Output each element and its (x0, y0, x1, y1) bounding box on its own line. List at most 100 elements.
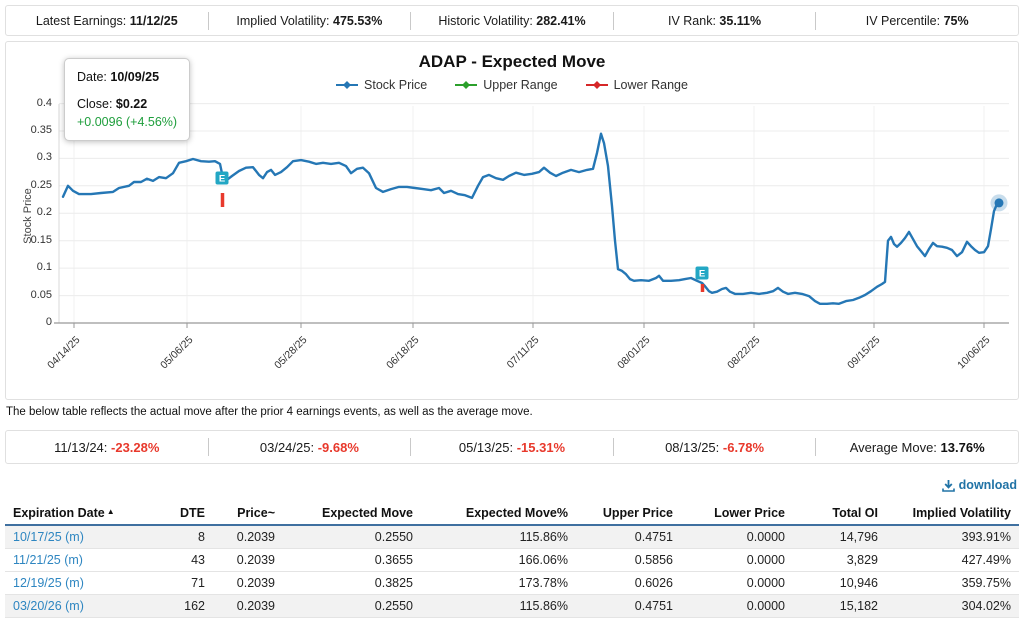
column-header[interactable]: DTE (155, 501, 213, 526)
sort-asc-icon: ▲ (106, 507, 115, 516)
legend-label: Stock Price (364, 78, 428, 92)
divider (410, 438, 412, 456)
column-header[interactable]: Expiration Date ▲ (5, 501, 155, 526)
earnings-move-cell: 11/13/24: -23.28% (6, 440, 208, 455)
earnings-move-cell: 08/13/25: -6.78% (614, 440, 816, 455)
tooltip-date-label: Date: (77, 70, 107, 84)
table-cell: 166.06% (421, 548, 576, 572)
table-cell: 0.4751 (576, 594, 681, 618)
table-cell: 173.78% (421, 571, 576, 595)
column-header-label: Lower Price (714, 506, 785, 520)
column-header[interactable]: Lower Price (681, 501, 793, 526)
stat-cell: IV Rank: 35.11% (614, 14, 816, 28)
table-cell: 0.2039 (213, 594, 283, 618)
table-cell: 8 (155, 525, 213, 549)
earnings-move-date: 03/24/25: (259, 439, 318, 455)
column-header[interactable]: Expected Move% (421, 501, 576, 526)
table-row: 10/17/25 (m) 8 0.2039 0.2550 115.86% 0.4751 0.… (5, 525, 1019, 549)
download-icon (941, 479, 955, 492)
table-cell: 0.0000 (681, 525, 793, 549)
column-header[interactable]: Upper Price (576, 501, 681, 526)
table-cell: 15,182 (793, 594, 886, 618)
earnings-move-date: 11/13/24: (54, 439, 112, 455)
expiration-cell: 11/21/25 (m) (5, 548, 155, 572)
column-header[interactable]: Total OI (793, 501, 886, 526)
legend-label: Lower Range (613, 78, 688, 92)
table-cell: 304.02% (886, 594, 1019, 618)
y-axis-tick-label: 0.2 (36, 206, 52, 219)
table-cell: 359.75% (886, 571, 1019, 595)
stats-bar: Latest Earnings: 11/12/25 Implied Volatil… (5, 5, 1019, 36)
table-cell: 71 (155, 571, 213, 595)
stat-value: 35.11% (719, 13, 762, 28)
column-header-label: Expiration Date (13, 506, 105, 520)
column-header[interactable]: Price~ (213, 501, 283, 526)
table-cell: 115.86% (421, 525, 576, 549)
table-cell: 3,829 (793, 548, 886, 572)
price-chart-plot[interactable]: EE (6, 42, 1018, 399)
stat-label: Implied Volatility: (236, 13, 333, 28)
expiration-link[interactable]: 11/21/25 (m) (13, 553, 83, 567)
chart-panel: ADAP - Expected Move Stock Price Upper Ra… (5, 41, 1019, 400)
table-cell: 0.2550 (283, 594, 421, 618)
y-axis-tick-label: 0.05 (30, 288, 52, 301)
legend-marker-icon (455, 81, 478, 89)
earnings-moves-bar: 11/13/24: -23.28% 03/24/25: -9.68% 05/13/2… (5, 430, 1019, 464)
earnings-move-cell: Average Move: 13.76% (816, 440, 1018, 455)
download-link[interactable]: download (941, 478, 1017, 492)
table-cell: 0.2039 (213, 548, 283, 572)
expiration-link[interactable]: 12/19/25 (m) (13, 576, 84, 590)
y-axis-tick-label: 0.25 (30, 178, 52, 191)
stat-label: IV Percentile: (865, 13, 944, 28)
table-cell: 0.2039 (213, 571, 283, 595)
divider (612, 438, 614, 456)
column-header-label: Price~ (237, 506, 275, 520)
column-header-label: Expected Move (321, 506, 413, 520)
y-axis-tick-label: 0.15 (30, 233, 52, 246)
expiration-link[interactable]: 10/17/25 (m) (13, 530, 84, 544)
table-cell: 0.5856 (576, 548, 681, 572)
column-header-label: Upper Price (602, 506, 673, 520)
divider (207, 11, 209, 30)
table-cell: 115.86% (421, 594, 576, 618)
stat-cell: IV Percentile: 75% (816, 14, 1018, 28)
stat-cell: Latest Earnings: 11/12/25 (6, 14, 208, 28)
chart-title: ADAP - Expected Move (418, 52, 606, 71)
table-cell: 0.2550 (283, 525, 421, 549)
earnings-badge[interactable] (215, 171, 229, 185)
divider (207, 438, 209, 456)
expiration-cell: 10/17/25 (m) (5, 525, 155, 549)
tooltip-close-row: Close: $0.22 (77, 95, 177, 113)
earnings-badge[interactable] (695, 266, 709, 280)
expected-move-table: Expiration Date ▲ DTE Price~ Expected Move Ex… (5, 501, 1019, 618)
table-row: 12/19/25 (m) 71 0.2039 0.3825 173.78% 0.6026 0… (5, 571, 1019, 595)
stock-price-line (61, 132, 1001, 305)
earnings-move-date: 08/13/25: (665, 439, 723, 455)
earnings-badge-label: E (699, 269, 705, 280)
stat-value: 75% (943, 13, 969, 28)
column-header[interactable]: Implied Volatility (886, 501, 1019, 526)
legend-label: Upper Range (483, 78, 558, 92)
legend-item-lower-range[interactable]: Lower Range (585, 78, 688, 92)
earnings-move-value: -15.31% (516, 439, 566, 455)
table-row: 03/20/26 (m) 162 0.2039 0.2550 115.86% 0.4751… (5, 594, 1019, 618)
table-cell: 427.49% (886, 548, 1019, 572)
column-header[interactable]: Expected Move (283, 501, 421, 526)
table-cell: 0.0000 (681, 548, 793, 572)
table-cell: 14,796 (793, 525, 886, 549)
legend-item-stock-price[interactable]: Stock Price (336, 78, 427, 92)
expiration-link[interactable]: 03/20/26 (m) (13, 599, 84, 613)
tooltip-date-value: 10/09/25 (110, 70, 160, 84)
last-point-dot (994, 198, 1004, 208)
table-cell: 0.6026 (576, 571, 681, 595)
tooltip-change-value: +0.0096 (+4.56%) (77, 115, 178, 130)
divider (612, 11, 614, 30)
divider (815, 11, 817, 30)
legend-item-upper-range[interactable]: Upper Range (455, 78, 558, 92)
table-cell: 393.91% (886, 525, 1019, 549)
tooltip-close-label: Close: (77, 97, 113, 112)
chart-legend: Stock Price Upper Range Lower Range (6, 78, 1018, 92)
tooltip-close-value: $0.22 (115, 97, 148, 112)
stat-label: IV Rank: (668, 13, 720, 28)
